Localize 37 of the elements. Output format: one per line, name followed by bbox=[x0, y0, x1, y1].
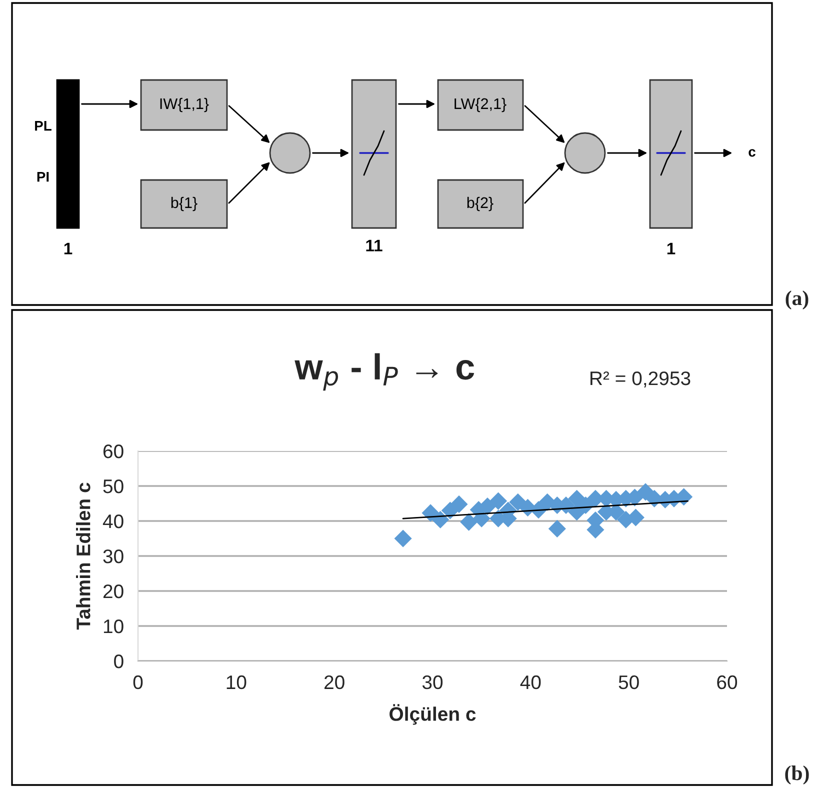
y-tick-label: 30 bbox=[103, 549, 124, 564]
text: 1 bbox=[64, 242, 72, 254]
text: LW{2,1} bbox=[454, 98, 506, 112]
point bbox=[450, 495, 468, 513]
y-tick-label: 60 bbox=[103, 444, 124, 458]
point bbox=[460, 513, 478, 531]
text: b{2} bbox=[467, 196, 494, 212]
y-tick-label: 40 bbox=[102, 514, 124, 528]
x-tick-label: 30 bbox=[422, 675, 443, 690]
point bbox=[548, 520, 566, 538]
chart-title: w$_{p}$ - l$_{P}$ → c bbox=[294, 353, 474, 391]
text: IW{1,1} bbox=[160, 98, 209, 112]
point bbox=[394, 530, 412, 548]
point bbox=[432, 510, 450, 528]
x-axis-title: Ölçülen c bbox=[390, 704, 476, 725]
text: PI bbox=[37, 172, 49, 182]
point bbox=[509, 493, 527, 511]
x-tick-label: 40 bbox=[520, 675, 541, 690]
y-axis-title: Tahmin Edilen c bbox=[76, 482, 90, 630]
text: (b) bbox=[785, 766, 809, 784]
text: 1 bbox=[667, 242, 676, 254]
y-tick-label: 20 bbox=[103, 584, 124, 598]
text: R² = 0,2953 bbox=[590, 371, 690, 388]
text: PL bbox=[35, 121, 52, 131]
x-tick-label: 60 bbox=[717, 675, 738, 690]
y-tick-label: 10 bbox=[104, 619, 124, 634]
point bbox=[489, 492, 508, 510]
x-tick-label: 50 bbox=[618, 675, 639, 690]
x-tick-label: 20 bbox=[324, 675, 344, 690]
text: (a) bbox=[786, 290, 808, 310]
y-tick-label: 0 bbox=[114, 654, 124, 668]
x-tick-label: 10 bbox=[226, 675, 246, 690]
y-tick-label: 50 bbox=[103, 479, 124, 494]
text: 11 bbox=[366, 240, 382, 252]
text: b{1} bbox=[171, 196, 198, 212]
text: c bbox=[748, 149, 756, 157]
x-tick-label: 0 bbox=[133, 675, 143, 690]
